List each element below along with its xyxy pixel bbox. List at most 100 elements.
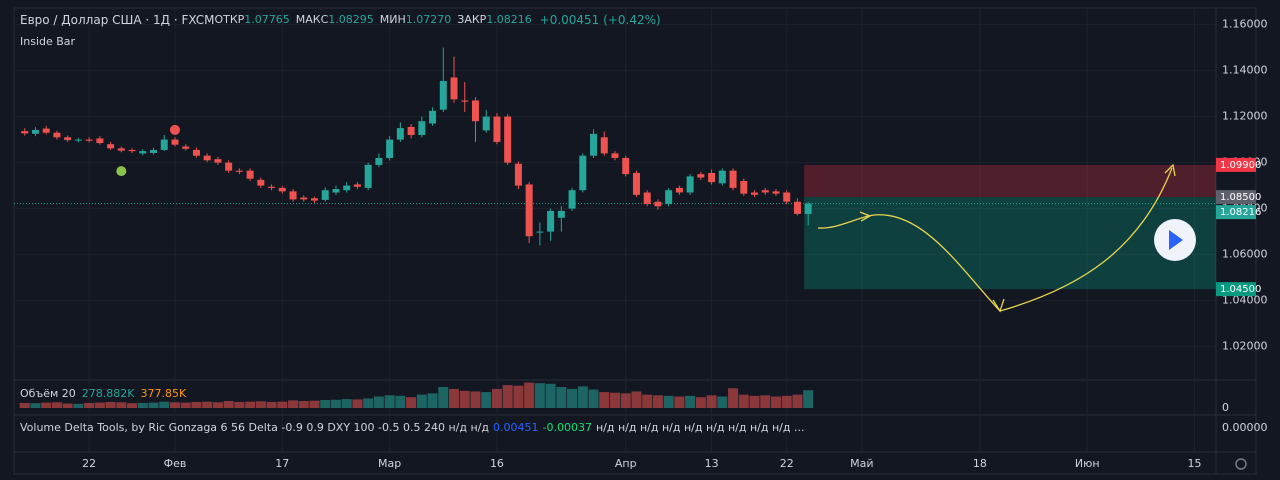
candle-body xyxy=(740,181,748,194)
candle-body xyxy=(375,157,383,165)
y-tick-label: 1.12000 xyxy=(1222,110,1268,123)
price-box-label: 1.04500 xyxy=(1220,284,1261,295)
candle-body xyxy=(182,146,190,149)
candle-body xyxy=(353,184,361,187)
position-tool xyxy=(14,164,1216,290)
volume-bar xyxy=(384,395,395,408)
volume-bar xyxy=(255,401,266,408)
candle-body xyxy=(525,184,533,237)
volume-bar xyxy=(556,387,567,408)
ohlc-value: 1.08295 xyxy=(328,13,374,26)
volume-bar xyxy=(685,395,696,408)
volume-bar xyxy=(567,388,578,408)
x-tick-label: 18 xyxy=(973,457,987,470)
arrow-heads xyxy=(859,163,1176,313)
volume-bar xyxy=(223,401,234,408)
volume-bar xyxy=(652,395,663,408)
candle-body xyxy=(504,116,512,163)
candle-body xyxy=(396,128,404,140)
play-icon xyxy=(1169,230,1183,250)
candle-body xyxy=(761,190,769,193)
volume-bar xyxy=(127,403,138,408)
frame xyxy=(13,7,1257,475)
volume-bar xyxy=(459,390,470,408)
ohlc-value: 1.08216 xyxy=(486,13,532,26)
volume-bar xyxy=(781,395,792,408)
volume-bar xyxy=(62,403,73,408)
candle-body xyxy=(568,190,576,209)
candle-body xyxy=(493,116,501,142)
volume-bar xyxy=(620,393,631,408)
ohlc-label: МИН xyxy=(380,13,406,26)
volume-bar xyxy=(395,395,406,408)
candle-body xyxy=(654,201,662,207)
volume-bar xyxy=(51,402,62,408)
x-tick-label: Апр xyxy=(615,457,637,470)
delta-legend: Volume Delta Tools, by Ric Gonzaga 6 56 … xyxy=(20,421,804,434)
price-box xyxy=(1216,282,1256,297)
candle-body xyxy=(632,172,640,195)
candle-body xyxy=(793,201,801,214)
candle-body xyxy=(783,192,791,202)
candle-body xyxy=(590,133,598,156)
volume-bar xyxy=(105,401,116,408)
volume-bar xyxy=(524,382,535,408)
settings-icon[interactable] xyxy=(1235,458,1247,470)
indicator-name: Inside Bar xyxy=(20,35,76,48)
volume-bar xyxy=(363,398,374,408)
candle-body xyxy=(246,170,254,179)
change: +0.00451 (+0.42%) xyxy=(540,13,661,27)
volume-bar xyxy=(148,402,159,408)
volume-bar xyxy=(298,401,309,408)
x-tick-label: Мар xyxy=(378,457,401,470)
ohlc-label: МАКС xyxy=(296,13,329,26)
price-box-label: 1.08216 xyxy=(1220,207,1261,218)
volume-bar xyxy=(717,396,728,408)
candle-body xyxy=(53,132,61,138)
grid xyxy=(14,8,1216,452)
candle-body xyxy=(557,210,565,218)
volume-bar xyxy=(481,392,492,408)
volume-ma: 377.85K xyxy=(140,387,186,400)
volume-bar xyxy=(245,401,256,408)
candle-body xyxy=(547,210,555,232)
delta-v2: -0.00037 xyxy=(542,421,591,434)
forecast-arrow xyxy=(817,167,1173,312)
volume-bar xyxy=(116,402,127,408)
volume-last: 278.882K xyxy=(82,387,135,400)
legend-header: Евро / Доллар США · 1Д · FXCMОТКР1.07765… xyxy=(20,13,661,27)
volume-bar xyxy=(73,403,84,408)
candle-body xyxy=(139,151,147,154)
volume-bar xyxy=(19,402,30,408)
ohlc-label: ЗАКР xyxy=(457,13,486,26)
candle-body xyxy=(772,191,780,194)
candle-body xyxy=(600,137,608,154)
volume-bar xyxy=(674,396,685,408)
volume-bar xyxy=(449,388,460,408)
price-box-label: 1.09900 xyxy=(1220,160,1261,171)
volume-bar xyxy=(234,401,245,408)
x-tick-label: 22 xyxy=(780,457,794,470)
volume-bar xyxy=(191,401,202,408)
candle-body xyxy=(708,172,716,183)
x-tick-label: 16 xyxy=(490,457,504,470)
candle-body xyxy=(407,126,415,135)
volume-bar xyxy=(180,402,191,408)
candle-body xyxy=(643,192,651,205)
candle-body xyxy=(150,149,158,153)
candles xyxy=(21,47,812,246)
volume-pane: 0 xyxy=(19,382,1229,414)
volume-bar xyxy=(599,392,610,408)
delta-rest: н/д н/д н/д н/д н/д н/д н/д н/д н/д ... xyxy=(596,421,805,434)
volume-bar xyxy=(792,394,803,408)
candle-body xyxy=(611,153,619,158)
volume-bar xyxy=(545,383,556,408)
volume-bar xyxy=(202,401,213,408)
volume-bar xyxy=(803,390,814,408)
x-tick-label: Фев xyxy=(164,457,187,470)
candle-body xyxy=(418,121,426,135)
volume-bar xyxy=(30,403,41,408)
price-box xyxy=(1216,205,1256,220)
candle-body xyxy=(429,110,437,124)
